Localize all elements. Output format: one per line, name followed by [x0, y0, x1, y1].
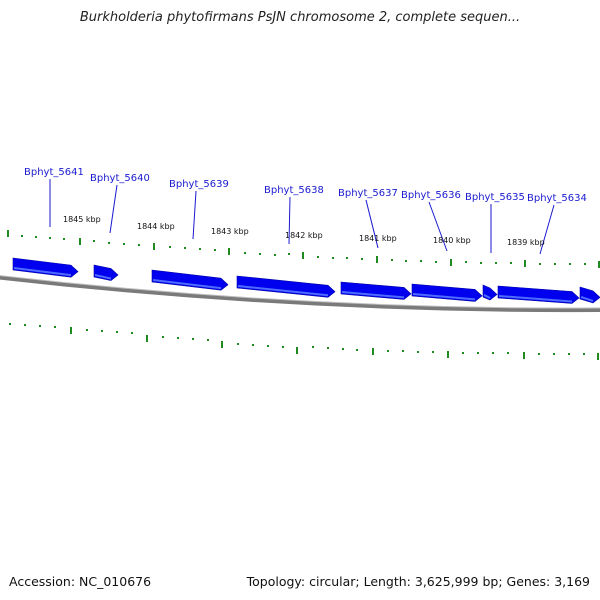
label-leader-line [428, 201, 448, 252]
gene-label[interactable]: Bphyt_5638 [264, 185, 324, 196]
label-leader-line [288, 196, 291, 245]
gene-arrow[interactable] [482, 284, 498, 301]
gene-arrow[interactable] [340, 281, 412, 300]
ruler-labels: 1845 kbp 1844 kbp 1843 kbp 1842 kbp 1841 kbp… [63, 215, 545, 247]
gene-track [12, 257, 600, 304]
ruler-label: 1840 kbp [433, 236, 471, 245]
gene-arrow[interactable] [236, 275, 336, 298]
chromosome-backbone [0, 275, 600, 313]
label-leaders [49, 179, 555, 255]
ruler-ticks-top [7, 230, 600, 268]
gene-label[interactable]: Bphyt_5639 [169, 179, 229, 190]
gene-arrow[interactable] [579, 286, 600, 304]
gene-label[interactable]: Bphyt_5634 [527, 193, 587, 204]
gene-label[interactable]: Bphyt_5636 [401, 190, 461, 201]
gene-label[interactable]: Bphyt_5641 [24, 167, 84, 178]
gene-arrow[interactable] [411, 283, 483, 302]
ruler-label: 1841 kbp [359, 234, 397, 243]
label-leader-line [539, 204, 555, 255]
gene-arrow[interactable] [151, 269, 229, 291]
gene-labels: Bphyt_5641 Bphyt_5640 Bphyt_5639 Bphyt_5638… [24, 167, 587, 204]
gene-arrow[interactable] [497, 285, 580, 304]
ruler-label: 1842 kbp [285, 231, 323, 240]
label-leader-line [365, 199, 379, 249]
label-leader-line [109, 184, 118, 234]
gene-arrow[interactable] [93, 264, 119, 281]
accession-text: Accession: NC_010676 [9, 574, 152, 589]
gene-label[interactable]: Bphyt_5640 [90, 173, 150, 184]
ruler-label: 1839 kbp [507, 238, 545, 247]
gene-label[interactable]: Bphyt_5637 [338, 188, 398, 199]
chromosome-backbone-highlight [0, 275, 600, 309]
label-leader-line [192, 190, 197, 240]
gene-label[interactable]: Bphyt_5635 [465, 192, 525, 203]
ruler-ticks-bottom [9, 323, 599, 360]
map-title: Burkholderia phytofirmans PsJN chromosom… [79, 10, 521, 25]
ruler-label: 1843 kbp [211, 227, 249, 236]
gene-arrow[interactable] [12, 257, 79, 278]
ruler-label: 1844 kbp [137, 222, 175, 231]
ruler-label: 1845 kbp [63, 215, 101, 224]
topology-summary: Topology: circular; Length: 3,625,999 bp… [246, 574, 590, 589]
